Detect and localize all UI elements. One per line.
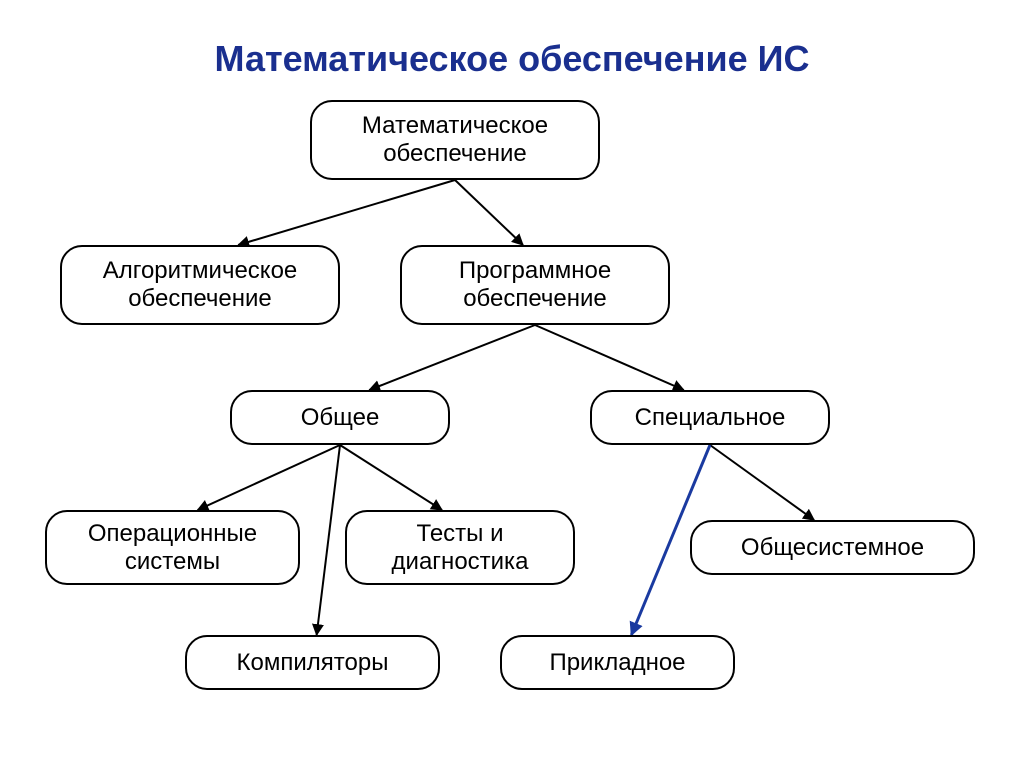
- node-algo: Алгоритмическое обеспечение: [60, 245, 340, 325]
- edge-spec-to-syswide: [710, 445, 814, 520]
- node-tests: Тесты и диагностика: [345, 510, 575, 585]
- edge-math-to-algo: [238, 180, 455, 245]
- node-app: Прикладное: [500, 635, 735, 690]
- node-label: Компиляторы: [237, 649, 389, 677]
- page-title: Математическое обеспечение ИС: [0, 38, 1024, 80]
- node-common: Общее: [230, 390, 450, 445]
- edge-common-to-tests: [340, 445, 442, 510]
- node-label: Тесты и диагностика: [392, 520, 529, 575]
- node-label: Математическое обеспечение: [362, 112, 548, 167]
- node-label: Специальное: [635, 404, 786, 432]
- node-syswide: Общесистемное: [690, 520, 975, 575]
- node-comp: Компиляторы: [185, 635, 440, 690]
- edge-common-to-comp: [317, 445, 340, 635]
- edge-prog-to-spec: [535, 325, 684, 390]
- edge-math-to-prog: [455, 180, 523, 245]
- node-label: Программное обеспечение: [459, 257, 611, 312]
- node-prog: Программное обеспечение: [400, 245, 670, 325]
- node-os: Операционные системы: [45, 510, 300, 585]
- node-label: Общее: [301, 404, 380, 432]
- edge-common-to-os: [198, 445, 340, 510]
- node-label: Прикладное: [549, 649, 685, 677]
- node-math: Математическое обеспечение: [310, 100, 600, 180]
- edge-prog-to-common: [369, 325, 535, 390]
- node-label: Алгоритмическое обеспечение: [103, 257, 298, 312]
- node-label: Операционные системы: [88, 520, 257, 575]
- node-label: Общесистемное: [741, 534, 924, 562]
- node-spec: Специальное: [590, 390, 830, 445]
- diagram-stage: Математическое обеспечение ИС Математиче…: [0, 0, 1024, 767]
